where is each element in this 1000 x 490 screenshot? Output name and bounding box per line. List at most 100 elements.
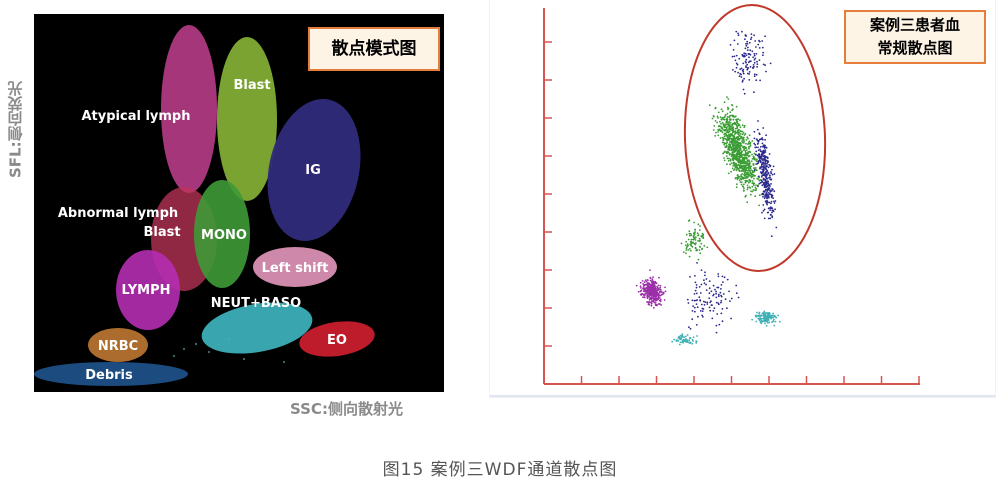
scatter-dot [678,343,681,346]
scatter-dot [729,111,732,114]
scatter-dot [727,108,729,111]
scatter-dot [650,302,653,305]
patient-scatter-title: 案例三患者血 常规散点图 [844,10,986,64]
scatter-dot [768,153,771,155]
scatter-dot [731,55,734,58]
scatter-dot [711,117,714,120]
scatter-dot [734,127,737,130]
scatter-dot [704,274,706,277]
scatter-dot [661,293,664,296]
scatter-dot [699,310,702,312]
scatter-dot [690,249,692,252]
scatter-dot [760,322,763,325]
label-abnormal-lymph: Abnormal lymph [58,206,178,221]
scatter-dot [741,54,744,57]
scatter-dot [755,53,758,55]
scatter-dot [658,299,661,302]
scatter-dot [720,301,722,304]
scatter-dot [766,199,768,202]
scatter-dot [726,112,729,115]
scatter-dot [767,180,770,183]
scatter-dot [737,135,739,138]
scatter-dot [649,279,652,282]
scatter-dot [653,285,656,288]
scatter-dot [733,144,735,147]
scatter-dot [715,292,717,295]
scatter-dot [769,217,772,220]
scatter-dot [657,284,660,287]
scatter-dot [740,144,743,147]
scatter-dot [715,301,718,304]
scatter-dot [760,171,763,174]
scatter-dot [735,54,738,57]
scatter-dot [694,275,696,277]
scatter-dot [739,166,742,169]
scatter-dot [760,181,763,184]
scatter-dot [754,40,757,42]
scatter-dot [770,171,772,173]
scatter-dot [729,140,732,143]
scatter-dot [773,190,776,193]
scatter-dot [735,30,738,33]
scatter-dot [703,279,705,282]
scatter-dot [753,142,756,145]
scatter-dot [659,294,662,297]
scatter-dot [739,151,741,154]
scatter-dot [743,92,746,95]
scatter-dot [741,79,744,82]
scatter-dot [710,304,713,306]
scatter-dot [723,159,726,162]
patient-scatter-svg [543,4,920,385]
scatter-dot [762,63,765,66]
scatter-dot [652,285,654,288]
scatter-dot [756,128,759,131]
scatter-dot [696,232,699,235]
scatter-dot [694,236,697,239]
scatter-dot [772,320,775,323]
scatter-dot [771,321,773,324]
scatter-dot [767,196,770,199]
scatter-dot [752,182,755,184]
scatter-dot [758,312,760,315]
region-eo [299,321,375,357]
scatter-dot [762,54,764,57]
scatter-dot [763,144,766,147]
scatter-dot [671,340,674,343]
scatter-dot [686,243,689,246]
scatter-dot [755,320,758,323]
scatter-dot [753,54,756,57]
scatter-dot [764,146,767,149]
scatter-dot [765,324,768,327]
scatter-dot [734,158,737,161]
scatter-dot [766,188,769,191]
scatter-dot [688,326,690,329]
scatter-dot [767,322,769,324]
scatter-dot [649,269,651,271]
scatter-dot [711,317,714,320]
scatter-dot [745,169,748,172]
scatter-dot [740,174,742,176]
scatter-dot [726,278,729,281]
scatter-dot [714,106,717,109]
scatter-dot [746,164,749,167]
scatter-dot [751,158,754,160]
scatter-dot [745,58,748,61]
scatter-dot [750,175,753,178]
scatter-dot [767,166,770,169]
scatter-dot [635,284,638,287]
scatter-dot [745,66,747,69]
scatter-dot [755,150,758,153]
scatter-dot [734,70,737,73]
scatter-dot [766,203,768,206]
scatter-dot [741,80,744,83]
scatter-dot [740,170,743,172]
scatter-dot [753,75,756,78]
scatter-dot [758,157,761,160]
scatter-dot [737,159,740,161]
scatter-dot [738,145,741,147]
scatter-dot [763,313,765,316]
scatter-dot [749,174,751,177]
scatter-dot [727,172,730,175]
scatter-dot [766,317,769,320]
scatter-dot [727,159,730,162]
